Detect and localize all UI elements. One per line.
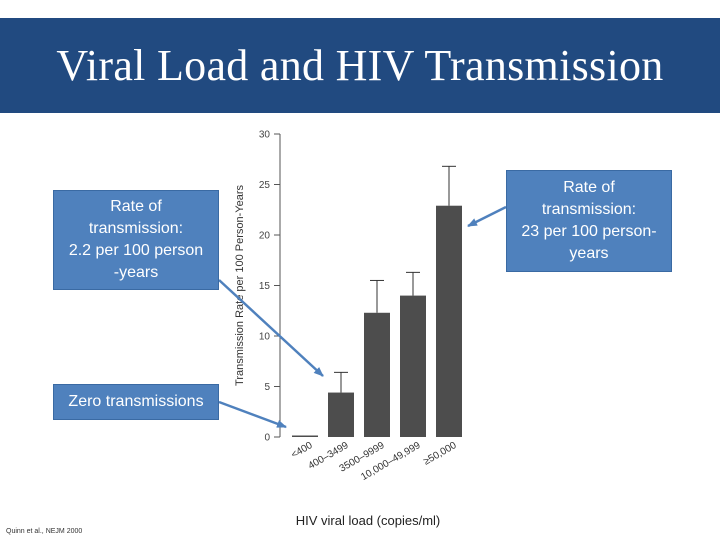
y-tick-label: 0 <box>264 433 270 444</box>
bar <box>400 295 426 437</box>
citation: Quinn et al., NEJM 2000 <box>6 528 83 535</box>
callout-zero-transmissions: Zero transmissions <box>53 384 219 420</box>
y-tick-label: 30 <box>259 130 271 141</box>
bar <box>436 205 462 437</box>
callout-arrows <box>218 205 507 429</box>
y-tick-label: 10 <box>259 332 271 343</box>
callout-rate-low: Rate of transmission: 2.2 per 100 person… <box>53 190 219 290</box>
bar <box>328 392 354 437</box>
category-label: <400 <box>289 440 314 461</box>
x-axis-title: HIV viral load (copies/ml) <box>296 513 441 528</box>
bar <box>364 312 390 437</box>
y-tick-label: 20 <box>259 231 271 242</box>
arrow-zero-callout <box>218 400 287 429</box>
bar <box>292 435 318 437</box>
y-tick-label: 5 <box>264 382 270 393</box>
arrow-left-callout <box>218 279 324 377</box>
title-bar <box>0 18 720 113</box>
y-tick-label: 25 <box>259 180 271 191</box>
y-tick-label: 15 <box>259 281 271 292</box>
y-axis-title: Transmission Rate per 100 Person-Years <box>234 185 246 386</box>
callout-rate-high: Rate of transmission: 23 per 100 person-… <box>506 170 672 272</box>
arrow-right-callout <box>467 205 507 228</box>
category-label: ≥50,000 <box>422 440 459 468</box>
slide-title: Viral Load and HIV Transmission <box>56 41 664 90</box>
